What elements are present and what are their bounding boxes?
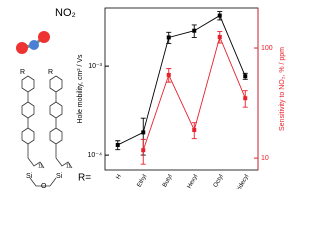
marker	[217, 13, 222, 18]
marker	[217, 34, 222, 39]
r-prefix: R=	[78, 173, 91, 184]
x-tick-label: Octyl	[213, 174, 225, 189]
figure: NO₂ R R Si Si O 11 11 R= Hole mobility, …	[16, 7, 286, 195]
molecule-label: NO₂	[55, 7, 76, 19]
marker	[166, 72, 171, 77]
marker	[192, 128, 197, 133]
y-tick-label: 10⁻⁴	[88, 152, 103, 159]
x-tick-label: Ethyl	[136, 174, 148, 189]
y2-axis-label: Sensitivity to NO₂, % / ppm	[279, 47, 286, 131]
atom-label: Si	[26, 173, 33, 180]
atom-o	[16, 42, 28, 54]
structure	[21, 75, 73, 187]
marker	[243, 74, 248, 79]
marker	[166, 35, 171, 40]
y-tick-label: 10⁻³	[88, 63, 102, 70]
y-axis-label: Hole mobility, cm² / Vs	[77, 54, 84, 124]
marker	[115, 142, 120, 147]
x-tick-label: H	[115, 174, 122, 181]
y2-tick-label: 100	[261, 45, 273, 52]
y2-tick-label: 10	[261, 155, 269, 162]
chain-label: 11	[38, 163, 43, 169]
x-tick-label: Butyl	[162, 174, 174, 189]
marker	[141, 130, 146, 135]
r-label: R	[20, 69, 25, 76]
x-tick-label: Tridecyl	[235, 174, 251, 189]
marker	[192, 28, 197, 33]
atom-n	[29, 40, 39, 50]
r-label: R	[48, 69, 53, 76]
plot-frame	[104, 7, 259, 171]
atom-label: O	[41, 183, 47, 189]
marker	[141, 148, 146, 153]
chain-label: 11	[66, 163, 71, 169]
atom-o	[38, 31, 50, 43]
marker	[243, 96, 248, 101]
atom-label: Si	[56, 173, 63, 180]
molecule: NO₂	[16, 7, 76, 54]
series-line	[117, 14, 246, 146]
x-tick-label: Hexyl	[187, 174, 200, 189]
